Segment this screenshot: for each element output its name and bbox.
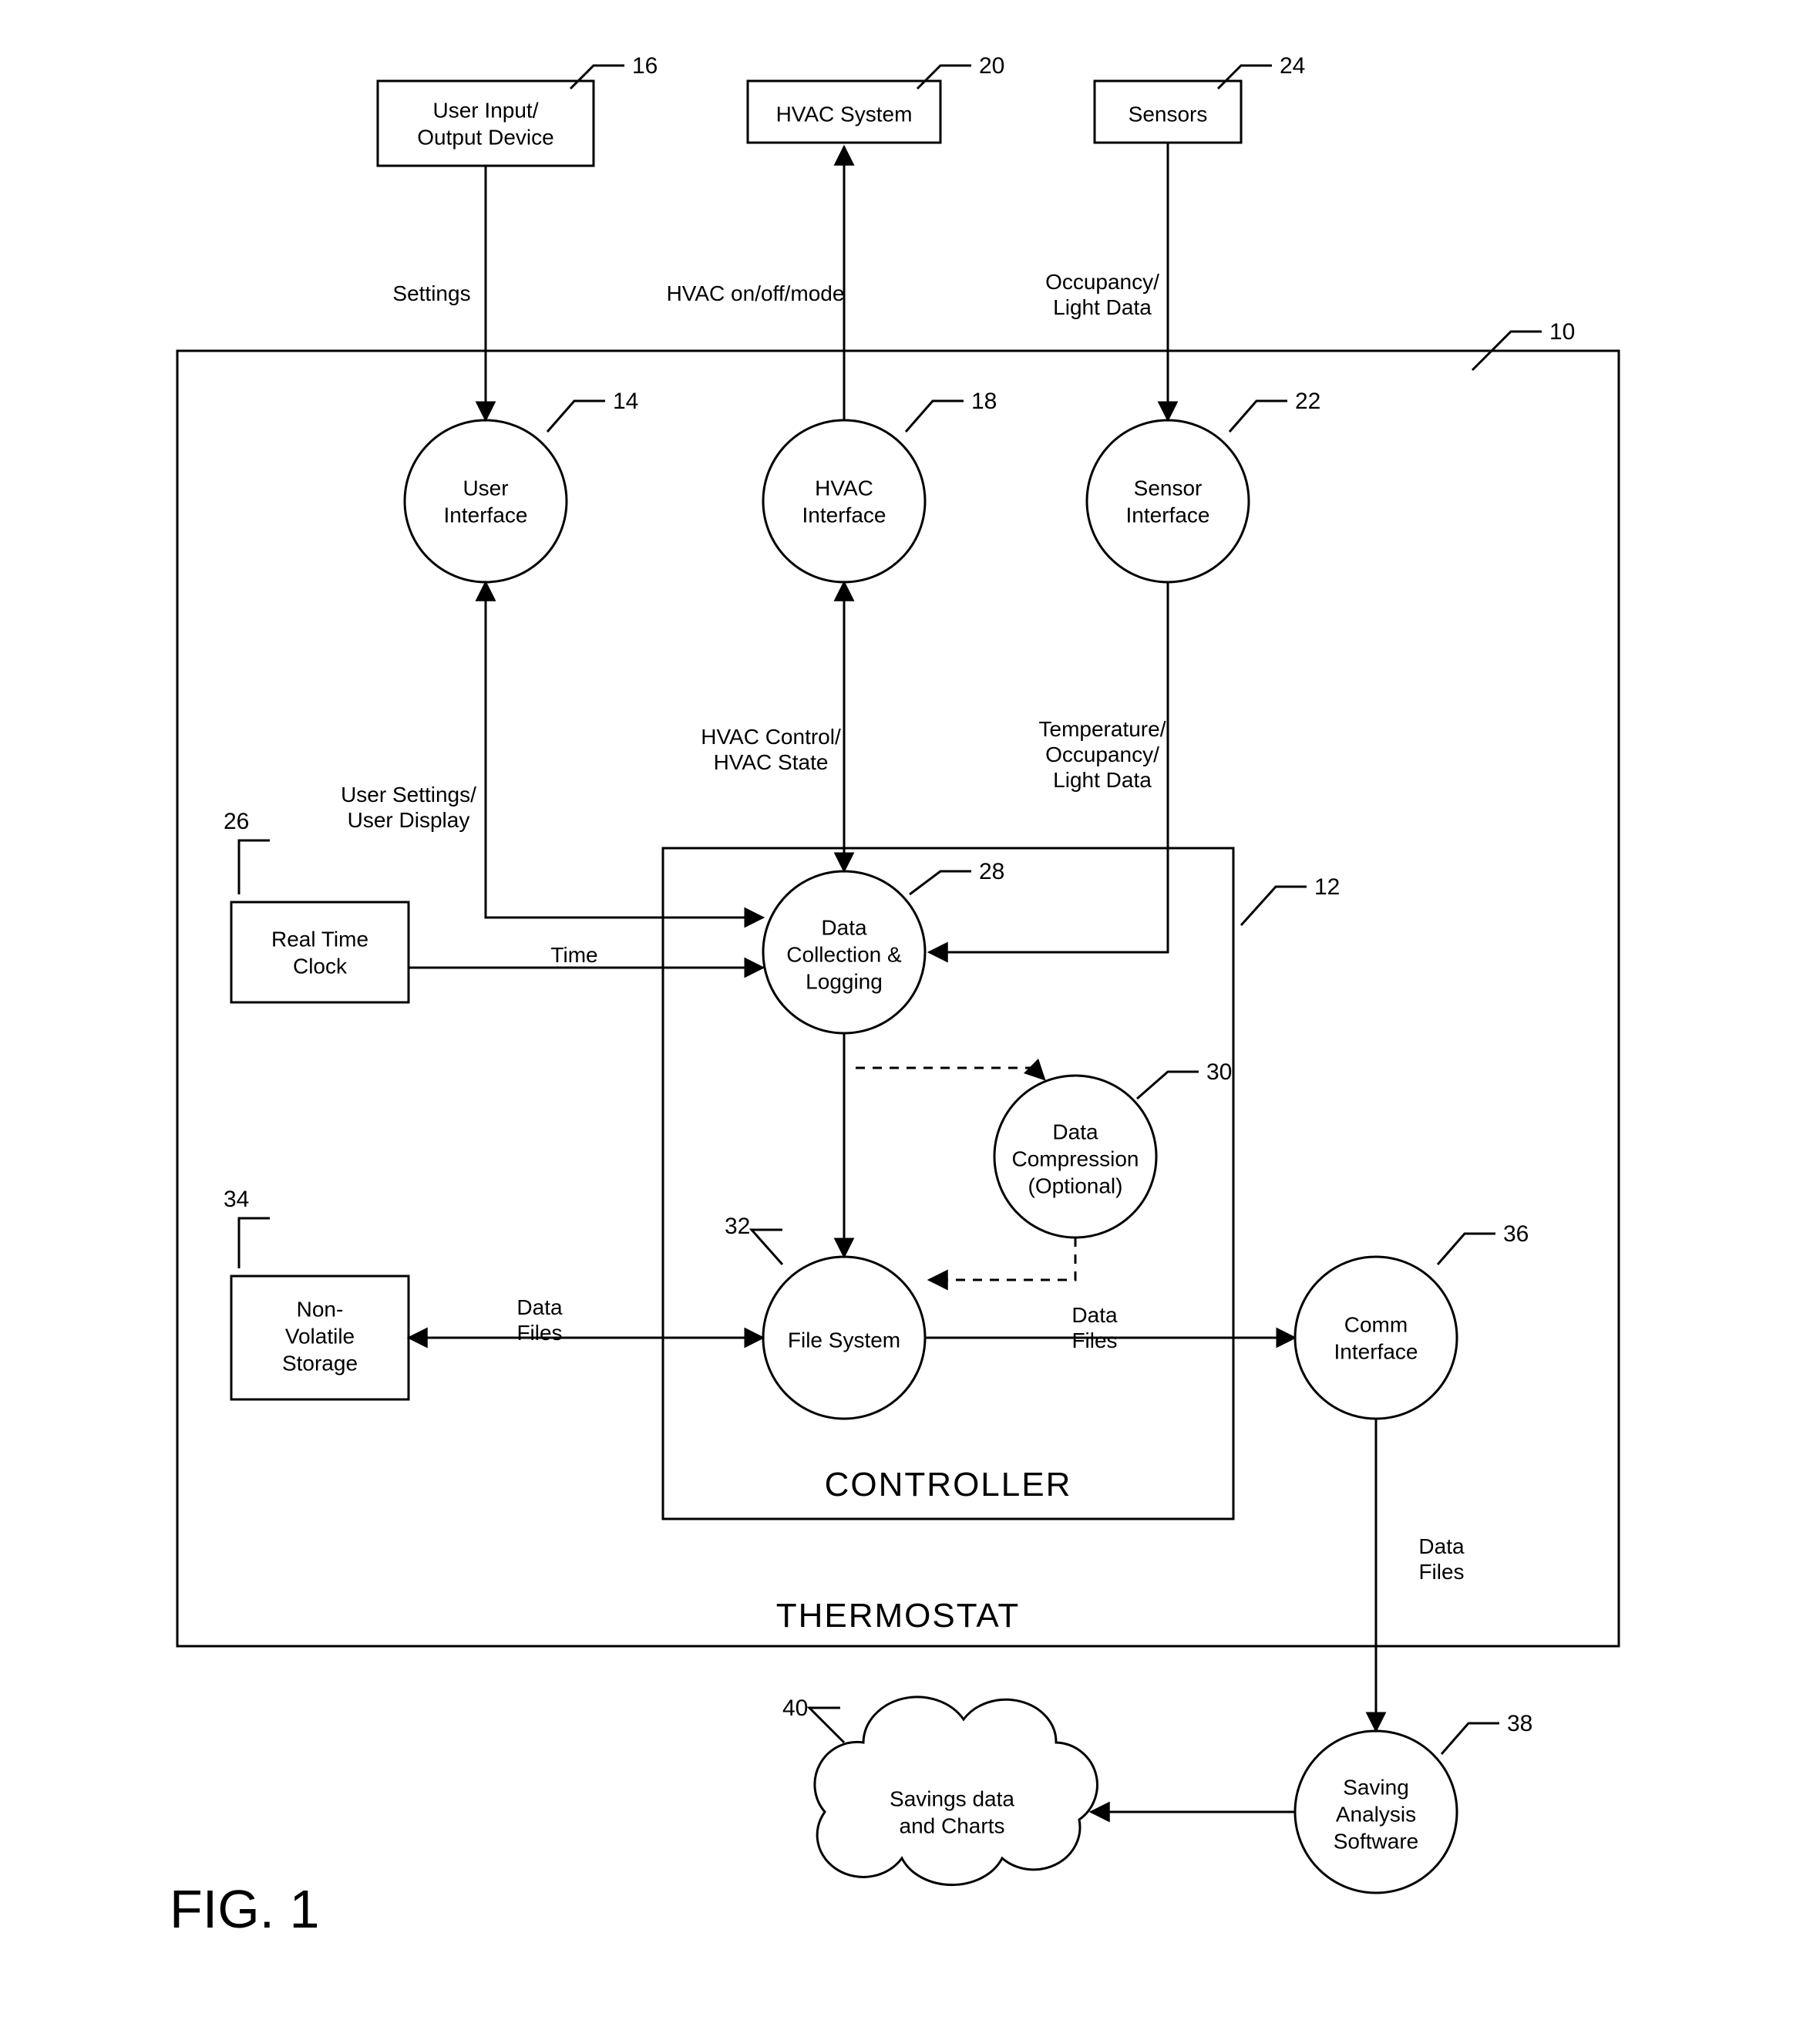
ref-12: 12 xyxy=(1314,874,1340,900)
svg-text:Data: Data xyxy=(821,915,867,939)
svg-text:20: 20 xyxy=(979,53,1004,79)
svg-text:Sensors: Sensors xyxy=(1129,102,1208,126)
node-hvac-system: HVAC System 20 xyxy=(748,53,1004,143)
svg-text:HVAC State: HVAC State xyxy=(714,750,829,774)
svg-text:Interface: Interface xyxy=(1126,503,1210,527)
svg-text:38: 38 xyxy=(1507,1711,1532,1736)
thermostat-box xyxy=(177,351,1619,1646)
svg-text:Data: Data xyxy=(1052,1120,1098,1143)
label-occ-light-1: Light Data xyxy=(1053,295,1152,319)
svg-text:HVAC: HVAC xyxy=(815,476,873,500)
svg-text:Real Time: Real Time xyxy=(271,927,368,951)
edge-log-to-comp xyxy=(856,1068,1045,1079)
svg-text:16: 16 xyxy=(632,53,658,79)
svg-text:Software: Software xyxy=(1334,1829,1419,1853)
label-data-files-down: Data Files xyxy=(1418,1534,1465,1584)
edge-comp-to-fs xyxy=(929,1238,1075,1280)
svg-text:Storage: Storage xyxy=(282,1351,358,1375)
svg-text:HVAC Control/: HVAC Control/ xyxy=(701,725,841,749)
svg-text:HVAC System: HVAC System xyxy=(776,102,913,126)
svg-text:Data: Data xyxy=(1071,1303,1118,1327)
node-nv-storage: Non- Volatile Storage 34 xyxy=(224,1187,409,1399)
svg-text:User Settings/: User Settings/ xyxy=(341,783,476,806)
svg-text:28: 28 xyxy=(979,859,1004,884)
svg-text:Interface: Interface xyxy=(1334,1339,1418,1363)
label-occ-light-0: Occupancy/ xyxy=(1045,270,1159,294)
node-data-compression: Data Compression (Optional) 30 xyxy=(994,1059,1232,1238)
figure-label: FIG. 1 xyxy=(170,1879,319,1939)
svg-text:User Input/: User Input/ xyxy=(433,98,539,122)
thermostat-label: THERMOSTAT xyxy=(776,1597,1021,1635)
label-temp-occ: Temperature/ Occupancy/ Light Data xyxy=(1039,717,1166,792)
svg-text:Temperature/: Temperature/ xyxy=(1039,717,1166,741)
svg-text:Comm: Comm xyxy=(1344,1312,1408,1336)
node-sensors: Sensors 24 xyxy=(1095,53,1305,143)
svg-text:34: 34 xyxy=(224,1187,249,1212)
label-hvac-ctrl: HVAC Control/ HVAC State xyxy=(701,725,841,774)
svg-text:Interface: Interface xyxy=(802,503,886,527)
node-hvac-interface: HVAC Interface 18 xyxy=(763,389,997,582)
label-hvac-mode: HVAC on/off/mode xyxy=(667,281,845,305)
svg-text:Saving: Saving xyxy=(1343,1775,1409,1799)
svg-text:Savings data: Savings data xyxy=(890,1786,1014,1810)
node-data-logging: Data Collection & Logging 28 xyxy=(763,859,1004,1033)
label-data-files-right: Data Files xyxy=(1071,1303,1118,1352)
svg-text:Collection &: Collection & xyxy=(786,942,902,966)
svg-text:Files: Files xyxy=(1418,1560,1464,1584)
ref-10: 10 xyxy=(1549,319,1575,345)
svg-text:Non-: Non- xyxy=(297,1297,344,1321)
ref-leader-12 xyxy=(1241,887,1307,925)
edge-temp-occ xyxy=(929,582,1168,952)
node-savings-cloud: Savings data and Charts 40 xyxy=(782,1695,1097,1885)
svg-text:18: 18 xyxy=(971,389,997,414)
svg-text:Logging: Logging xyxy=(806,969,883,993)
svg-text:Clock: Clock xyxy=(293,954,348,978)
node-comm-interface: Comm Interface 36 xyxy=(1295,1221,1529,1419)
svg-text:Output Device: Output Device xyxy=(417,125,553,149)
controller-box xyxy=(663,848,1233,1519)
svg-text:36: 36 xyxy=(1503,1221,1529,1247)
node-file-system: File System 32 xyxy=(725,1214,925,1419)
node-saving-software: Saving Analysis Software 38 xyxy=(1295,1711,1532,1893)
svg-text:Sensor: Sensor xyxy=(1134,476,1203,500)
svg-text:Data: Data xyxy=(516,1295,563,1319)
svg-text:Occupancy/: Occupancy/ xyxy=(1045,743,1159,766)
svg-text:Interface: Interface xyxy=(444,503,528,527)
svg-text:Files: Files xyxy=(1071,1328,1117,1352)
svg-text:Data: Data xyxy=(1418,1534,1465,1558)
svg-text:32: 32 xyxy=(725,1214,750,1239)
svg-text:Compression: Compression xyxy=(1012,1147,1139,1170)
node-user-interface: User Interface 14 xyxy=(405,389,638,582)
svg-text:24: 24 xyxy=(1280,53,1305,79)
label-time: Time xyxy=(550,943,597,967)
label-settings: Settings xyxy=(392,281,470,305)
svg-text:File System: File System xyxy=(788,1328,900,1352)
svg-text:22: 22 xyxy=(1295,389,1320,414)
label-data-files-left: Data Files xyxy=(516,1295,563,1345)
node-rtc: Real Time Clock 26 xyxy=(224,809,409,1002)
svg-text:Volatile: Volatile xyxy=(285,1324,355,1348)
svg-text:40: 40 xyxy=(782,1695,808,1721)
node-user-io: User Input/ Output Device 16 xyxy=(378,53,658,166)
svg-text:30: 30 xyxy=(1206,1059,1232,1085)
svg-text:Light Data: Light Data xyxy=(1053,768,1152,792)
label-user-display: User Settings/ User Display xyxy=(341,783,476,832)
svg-text:(Optional): (Optional) xyxy=(1028,1174,1123,1197)
node-sensor-interface: Sensor Interface 22 xyxy=(1087,389,1320,582)
svg-text:Files: Files xyxy=(516,1321,562,1345)
svg-text:User: User xyxy=(463,476,508,500)
svg-text:User Display: User Display xyxy=(348,808,470,832)
controller-label: CONTROLLER xyxy=(825,1466,1072,1504)
svg-text:14: 14 xyxy=(613,389,638,414)
svg-text:26: 26 xyxy=(224,809,249,834)
svg-text:and Charts: and Charts xyxy=(900,1813,1005,1837)
svg-text:Analysis: Analysis xyxy=(1336,1802,1416,1826)
